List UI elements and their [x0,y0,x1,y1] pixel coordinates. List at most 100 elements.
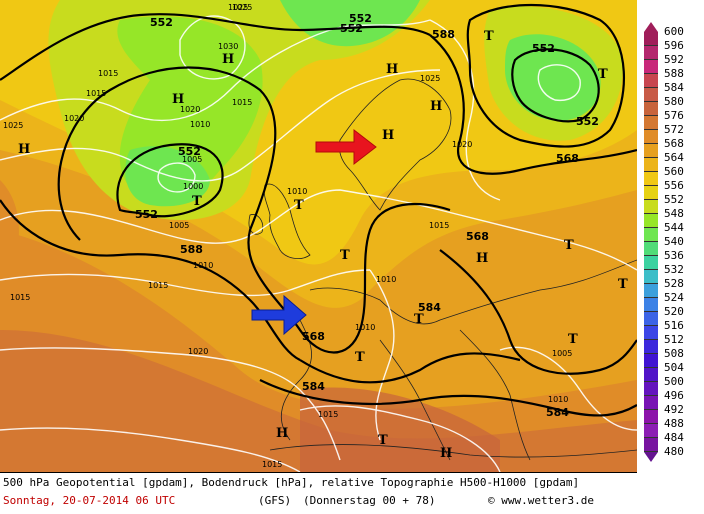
isobar [439,209,637,271]
colorbar-label: 528 [664,277,684,290]
geopotential-label: 552 [135,208,158,221]
colorbar-swatch [644,60,658,74]
geopotential-line [511,48,600,123]
geopotential-label: 584 [546,406,569,419]
pressure-label: 1015 [10,293,30,302]
colorbar-swatch [644,410,658,424]
colorbar-label: 572 [664,123,684,136]
colorbar-swatch [644,214,658,228]
geopotential-label: 584 [302,380,325,393]
colorbar-swatch [644,242,658,256]
high-pressure-symbol: H [172,92,184,107]
geopotential-label: 584 [418,301,441,314]
low-pressure-symbol: T [484,29,494,44]
geopotential-line [57,66,451,354]
colorbar-swatch [644,368,658,382]
colorbar-label: 500 [664,375,684,388]
geopotential-label: 552 [576,115,599,128]
colorbar-legend: 600 596 592 588 584 580 576 572 568 564 560 556 552 5… [640,22,704,462]
pressure-label: 1005 [182,155,202,164]
caption-description: 500 hPa Geopotential [gpdam], Bodendruck… [3,476,580,489]
colorbar-label: 552 [664,193,684,206]
pressure-label: 1015 [98,69,118,78]
pressure-label: 1030 [218,42,238,51]
pressure-label: 1010 [190,120,210,129]
pressure-label: 1005 [552,349,572,358]
isobar [299,405,501,472]
colorbar-swatch [644,46,658,60]
colorbar-label: 568 [664,137,684,150]
geopotential-label: 552 [150,16,173,29]
colorbar-label: 560 [664,165,684,178]
colorbar-bottom-cap [644,452,658,462]
isobar [0,69,441,182]
pressure-label: 1000 [183,182,203,191]
pressure-label: 1025 [232,3,252,12]
pressure-label: 1010 [376,275,396,284]
colorbar-label: 508 [664,347,684,360]
isobar [369,269,395,441]
low-pressure-symbol: T [355,350,365,365]
pressure-label: 1015 [148,281,168,290]
pressure-label: 1015 [86,89,106,98]
high-pressure-symbol: H [476,251,488,266]
weather-map: 552 552 552 552 552 588 588 568 568 584 … [0,0,637,472]
low-pressure-symbol: T [340,248,350,263]
low-pressure-symbol: T [414,312,424,327]
isobar [0,347,341,461]
colorbar-label: 544 [664,221,684,234]
geopotential-line [429,34,637,175]
geopotential-line [0,13,431,81]
low-pressure-symbol: T [568,332,578,347]
pressure-label: 1020 [180,105,200,114]
pressure-label: 1010 [287,187,307,196]
colorbar-label: 520 [664,305,684,318]
pressure-label: 1005 [169,221,189,230]
colorbar-label: 592 [664,53,684,66]
map-caption: 500 hPa Geopotential [gpdam], Bodendruck… [0,472,637,514]
hot-core-south [300,387,500,472]
colorbar-swatch [644,396,658,410]
pressure-label: 1015 [262,460,282,469]
geopotential-label: 552 [340,22,363,35]
colorbar-swatch [644,298,658,312]
caption-credit: © www.wetter3.de [488,494,594,507]
pressure-label: 1020 [64,114,84,123]
low-pressure-symbol: T [294,198,304,213]
high-pressure-symbol: H [440,446,452,461]
pressure-label: 1010 [193,261,213,270]
colorbar-swatch [644,158,658,172]
pressure-label: 1020 [452,140,472,149]
colorbar-swatch [644,270,658,284]
low-pressure-symbol: T [598,67,608,82]
colorbar-swatch [644,88,658,102]
colorbar-swatch [644,186,658,200]
geopotential-line [299,352,521,384]
colorbar-label: 564 [664,151,684,164]
low-pressure-symbol: T [564,238,574,253]
colorbar-swatch [644,200,658,214]
cold-patch-north [174,36,235,87]
isobar [429,19,501,201]
isobar [0,189,441,244]
colorbar-label: 556 [664,179,684,192]
colorbar-swatch [644,130,658,144]
colorbar-swatch [644,312,658,326]
colorbar-top-cap [644,22,658,32]
colorbar-swatch [644,172,658,186]
low-pressure-symbol: T [378,433,388,448]
coastline-iberia [281,319,312,441]
colorbar-swatch [644,284,658,298]
geopotential-label: 568 [302,330,325,343]
colorbar-swatch [644,116,658,130]
isobar [0,427,301,472]
geopotential-line [259,379,637,417]
low-pressure-symbol: T [618,277,628,292]
pressure-label: 1015 [318,410,338,419]
pressure-label: 1015 [429,221,449,230]
colorbar-label: 548 [664,207,684,220]
pressure-label: 1015 [232,98,252,107]
colorbar-swatch [644,424,658,438]
colorbar-label: 504 [664,361,684,374]
colorbar-label: 488 [664,417,684,430]
